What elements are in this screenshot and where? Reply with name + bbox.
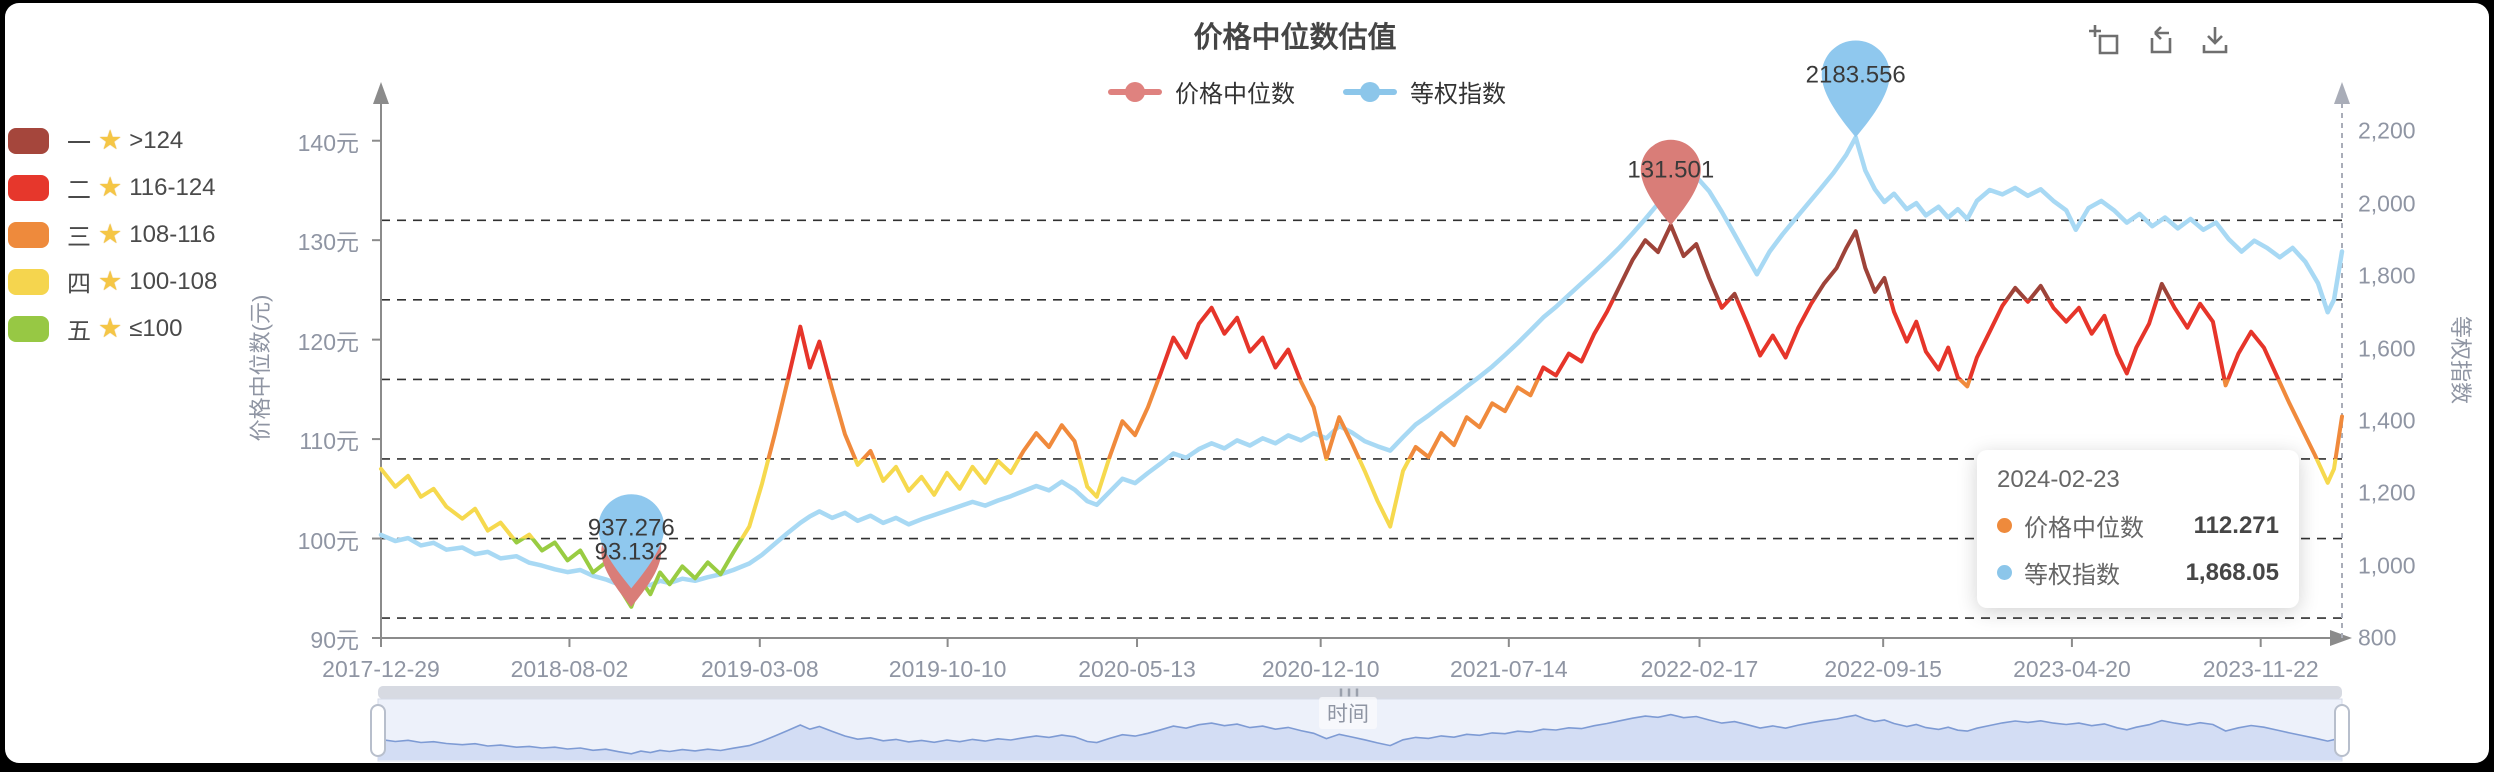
band-name: 二 — [67, 177, 91, 204]
x-axis-label: 2022-09-15 — [1824, 656, 1942, 682]
x-axis-label: 2017-12-29 — [322, 656, 440, 682]
band-legend-item[interactable]: 三 ★ 108-116 — [8, 211, 217, 258]
y-axis-right-label: 1,600 — [2358, 335, 2416, 362]
series-legend-item[interactable]: 价格中位数 — [1108, 74, 1295, 109]
line-marker-icon — [1343, 81, 1397, 102]
y-axis-left-label: 110元 — [299, 428, 359, 455]
x-axis-label: 2018-08-02 — [510, 656, 629, 682]
x-axis-label: 2019-10-10 — [888, 656, 1007, 682]
y-axis-right-label: 2,000 — [2358, 190, 2416, 217]
page-title: 价格中位数估值 — [1193, 22, 1397, 54]
y-axis-left-label: 140元 — [297, 129, 359, 156]
series-dot-icon — [1997, 518, 2012, 533]
y-axis-right-label: 1,200 — [2358, 479, 2416, 506]
series-legend-item[interactable]: 等权指数 — [1343, 74, 1506, 109]
band-legend-item[interactable]: 一 ★ >124 — [8, 117, 217, 164]
x-axis-label: 2022-02-17 — [1640, 656, 1759, 682]
marker-label: 2183.556 — [1806, 61, 1906, 88]
band-swatch — [8, 315, 49, 342]
chart-card — [5, 3, 2489, 763]
datazoom-shadow — [378, 714, 2342, 760]
y-axis-left-label: 100元 — [297, 527, 359, 554]
marker-label: 937.276 — [588, 514, 675, 541]
band-legend-item[interactable]: 二 ★ 116-124 — [8, 164, 217, 211]
datazoom-left-handle[interactable] — [370, 704, 386, 757]
tooltip-series-value: 112.271 — [2193, 511, 2279, 539]
marker-label: 131.501 — [1627, 157, 1714, 184]
star-icon: ★ — [98, 125, 123, 155]
x-axis-label: 2023-11-22 — [2202, 656, 2319, 682]
marker-label: 93.132 — [595, 538, 668, 565]
y-axis-left-label: 120元 — [297, 328, 359, 355]
y-axis-right-label: 1,800 — [2358, 262, 2416, 289]
band-name: 三 — [67, 224, 91, 251]
y-axis-left-label: 130元 — [297, 229, 359, 256]
datazoom-right-handle[interactable] — [2334, 704, 2350, 757]
star-icon: ★ — [98, 219, 123, 249]
y-axis-right-label: 800 — [2358, 624, 2397, 651]
tooltip-row: 等权指数 1,868.05 — [1997, 555, 2279, 590]
series-legend-label: 等权指数 — [1410, 81, 1506, 108]
series-legend: 价格中位数 等权指数 — [1108, 74, 1506, 109]
x-axis-label: 2019-03-08 — [700, 656, 819, 682]
y-axis-right-label: 1,000 — [2358, 552, 2416, 579]
min-pin-index — [598, 494, 665, 589]
band-legend: 一 ★ >124 二 ★ 116-124 三 ★ 108-116 四 ★ 100-108 五 ★ ≤100 — [8, 117, 217, 352]
band-swatch — [8, 127, 49, 154]
band-swatch — [8, 221, 49, 248]
star-icon: ★ — [98, 266, 123, 296]
x-axis-label: 2020-05-13 — [1078, 656, 1196, 682]
band-range: 100-108 — [129, 267, 218, 295]
datazoom-label: 时间 — [1319, 697, 1377, 729]
band-range: >124 — [129, 126, 184, 154]
y-axis-right-name: 等权指数 — [2448, 315, 2473, 405]
max-pin-index — [1821, 40, 1890, 138]
band-range: 116-124 — [129, 173, 216, 201]
star-icon: ★ — [98, 172, 123, 202]
y-axis-left-label: 90元 — [310, 627, 359, 653]
x-axis-label: 2023-04-20 — [2013, 656, 2131, 682]
band-legend-item[interactable]: 五 ★ ≤100 — [8, 305, 217, 352]
band-swatch — [8, 268, 49, 295]
restore-icon[interactable] — [2143, 24, 2177, 58]
max-pin-median — [1640, 139, 1701, 226]
series-legend-label: 价格中位数 — [1175, 81, 1295, 108]
datazoom-move-handle[interactable] — [378, 686, 2342, 699]
zoom-select-icon[interactable] — [2088, 24, 2122, 58]
band-name: 五 — [67, 318, 91, 345]
x-axis-label: 2020-12-10 — [1261, 656, 1380, 682]
toolbox — [2088, 24, 2232, 58]
tooltip: 2024-02-23 价格中位数 112.271 等权指数 1,868.05 — [1977, 450, 2299, 608]
tooltip-series-label: 价格中位数 — [2024, 515, 2144, 542]
band-swatch — [8, 174, 49, 201]
y-axis-right-label: 1,400 — [2358, 407, 2416, 434]
tooltip-series-label: 等权指数 — [2024, 562, 2120, 589]
star-icon: ★ — [98, 313, 123, 343]
save-image-icon[interactable] — [2198, 24, 2232, 58]
band-range: ≤100 — [129, 314, 183, 342]
tooltip-series-value: 1,868.05 — [2185, 558, 2279, 586]
y-axis-left-name: 价格中位数(元) — [248, 294, 273, 442]
band-name: 四 — [67, 271, 91, 298]
y-axis-right-label: 2,200 — [2358, 117, 2416, 144]
tooltip-date: 2024-02-23 — [1997, 466, 2120, 493]
band-range: 108-116 — [129, 220, 216, 248]
line-marker-icon — [1108, 81, 1162, 102]
x-axis-label: 2021-07-14 — [1449, 656, 1568, 682]
band-legend-item[interactable]: 四 ★ 100-108 — [8, 258, 217, 305]
band-name: 一 — [67, 130, 91, 157]
tooltip-row: 价格中位数 112.271 — [1997, 508, 2279, 543]
series-dot-icon — [1997, 565, 2012, 580]
